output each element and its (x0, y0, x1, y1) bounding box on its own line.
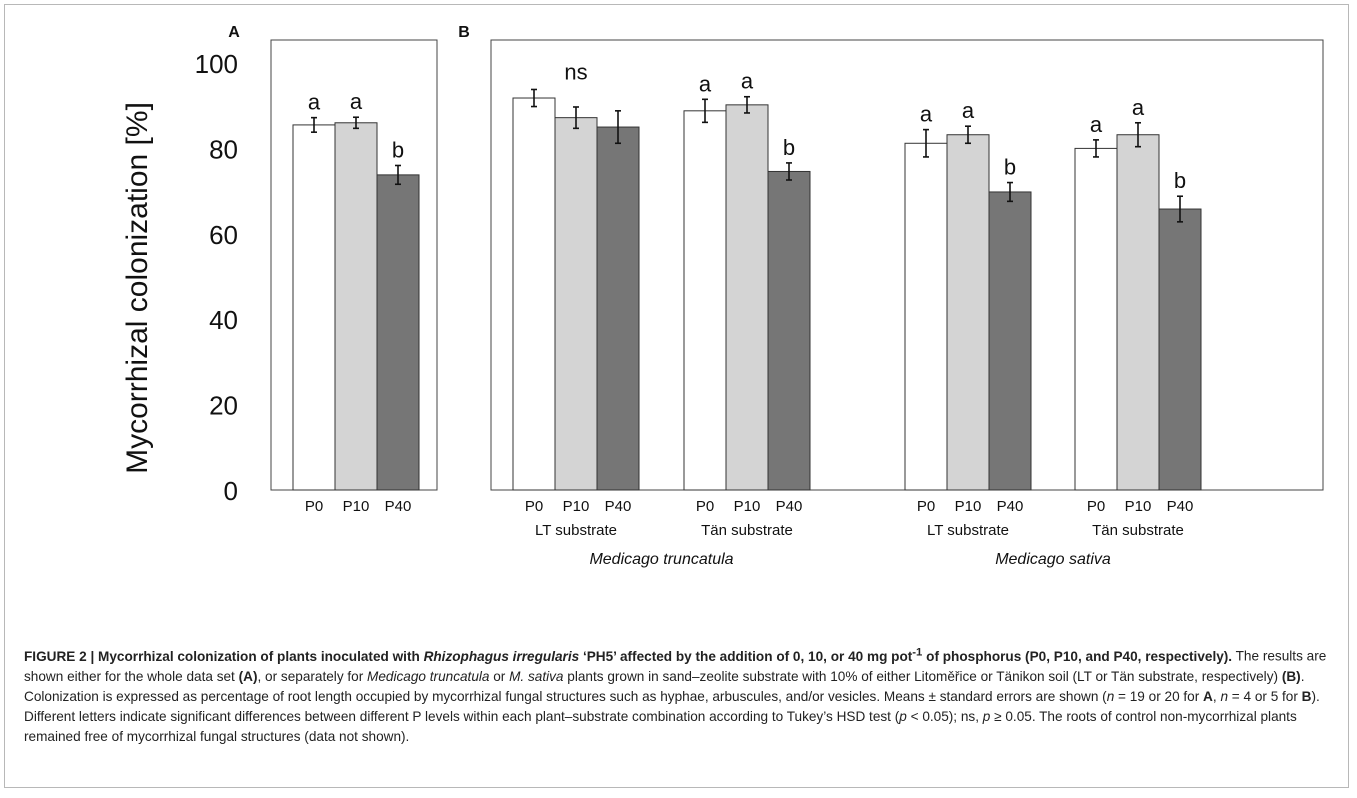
panel-b-s0-g0-p40-bar (596, 126, 640, 491)
significance-letter: a (350, 89, 363, 114)
x-tick-label: P0 (917, 498, 935, 515)
substrate-label: LT substrate (927, 522, 1009, 539)
y-tick-label: 40 (209, 305, 238, 335)
x-tick-label: P10 (955, 498, 982, 515)
y-tick-label: 0 (224, 476, 238, 506)
panel-b-s1-g1-p0-bar (1074, 147, 1118, 491)
panel-b-s0-g1-p10-bar (725, 104, 769, 491)
y-tick-label: 20 (209, 391, 238, 421)
x-tick-label: P10 (734, 498, 761, 515)
x-tick-label: P40 (997, 498, 1024, 515)
significance-letter: b (1004, 155, 1016, 180)
x-tick-label: P10 (563, 498, 590, 515)
panel-a-p40-bar (376, 174, 420, 491)
x-tick-label: P0 (696, 498, 714, 515)
significance-letter: a (741, 69, 754, 94)
figure-chart: Mycorrhizal colonization [%] A B 0 20 40 60… (121, 24, 1324, 568)
species-label: Medicago truncatula (589, 551, 733, 568)
significance-letter: ns (564, 59, 587, 84)
significance-letter: b (392, 137, 404, 162)
panel-b-s1-g0-p40-bar (988, 191, 1032, 491)
panel-b-s1-g0-p10-bar (946, 134, 990, 491)
substrate-label: LT substrate (535, 522, 617, 539)
panel-a-p10-bar (334, 122, 378, 491)
x-tick-label: P40 (605, 498, 632, 515)
significance-letter: b (783, 135, 795, 160)
panel-label-a: A (228, 24, 240, 41)
x-tick-label: P0 (305, 498, 323, 515)
figure-frame (4, 4, 1349, 788)
x-tick-label: P40 (1167, 498, 1194, 515)
panel-b-s0-g1-p0-bar (683, 110, 727, 491)
y-tick-label: 80 (209, 134, 238, 164)
panel-label-b: B (458, 24, 470, 41)
panel-b-s1-g1-p10-bar (1116, 134, 1160, 491)
y-axis-title: Mycorrhizal colonization [%] (121, 102, 154, 474)
y-tick-label: 60 (209, 220, 238, 250)
significance-letter: b (1174, 168, 1186, 193)
panel-b-s1-g1-p40-bar (1158, 208, 1202, 491)
significance-letter: a (699, 71, 712, 96)
x-tick-label: P10 (343, 498, 370, 515)
panel-b-s1-g0-p0-bar (904, 142, 948, 491)
significance-letter: a (1132, 95, 1145, 120)
substrate-label: Tän substrate (1092, 522, 1184, 539)
x-tick-label: P0 (1087, 498, 1105, 515)
panel-b-s0-g1-p40-bar (767, 170, 811, 491)
x-tick-label: P10 (1125, 498, 1152, 515)
x-tick-label: P40 (385, 498, 412, 515)
panel-a-p0-bar (292, 124, 336, 491)
x-tick-label: P0 (525, 498, 543, 515)
significance-letter: a (920, 102, 933, 127)
x-tick-label: P40 (776, 498, 803, 515)
significance-letter: a (308, 90, 321, 115)
panel-b-s0-g0-p0-bar (512, 97, 556, 491)
significance-letter: a (962, 98, 975, 123)
significance-letter: a (1090, 112, 1103, 137)
caption-title: FIGURE 2 | Mycorrhizal colonization of p… (24, 646, 1233, 664)
panel-b-s0-g0-p10-bar (554, 117, 598, 491)
species-label: Medicago sativa (995, 551, 1111, 568)
figure-caption: FIGURE 2 | Mycorrhizal colonization of p… (24, 646, 1327, 744)
substrate-label: Tän substrate (701, 522, 793, 539)
y-tick-label: 100 (195, 49, 238, 79)
